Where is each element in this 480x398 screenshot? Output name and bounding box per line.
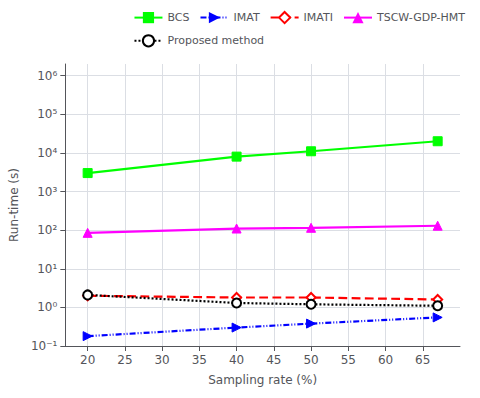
svg-text:10²: 10² [37,223,57,237]
svg-text:40: 40 [229,353,244,367]
svg-text:Proposed method: Proposed method [167,34,264,47]
svg-text:35: 35 [192,353,207,367]
svg-text:45: 45 [266,353,281,367]
svg-text:10⁻¹: 10⁻¹ [31,339,58,353]
svg-text:30: 30 [154,353,169,367]
svg-text:50: 50 [303,353,318,367]
svg-text:10⁶: 10⁶ [37,69,57,83]
svg-text:IMAT: IMAT [233,11,259,24]
svg-text:25: 25 [117,353,132,367]
svg-text:65: 65 [415,353,430,367]
svg-text:20: 20 [80,353,95,367]
svg-text:10¹: 10¹ [37,262,57,276]
svg-text:10³: 10³ [37,185,57,199]
svg-text:BCS: BCS [167,11,189,24]
svg-text:10⁴: 10⁴ [37,146,57,160]
svg-text:10⁵: 10⁵ [37,107,57,121]
svg-text:10⁰: 10⁰ [37,300,57,314]
svg-text:IMATI: IMATI [304,11,333,24]
svg-text:55: 55 [341,353,356,367]
svg-text:Sampling rate (%): Sampling rate (%) [208,373,317,387]
svg-text:60: 60 [378,353,393,367]
svg-text:TSCW-GDP-HMT: TSCW-GDP-HMT [376,11,465,24]
svg-text:Run-time (s): Run-time (s) [7,168,21,242]
